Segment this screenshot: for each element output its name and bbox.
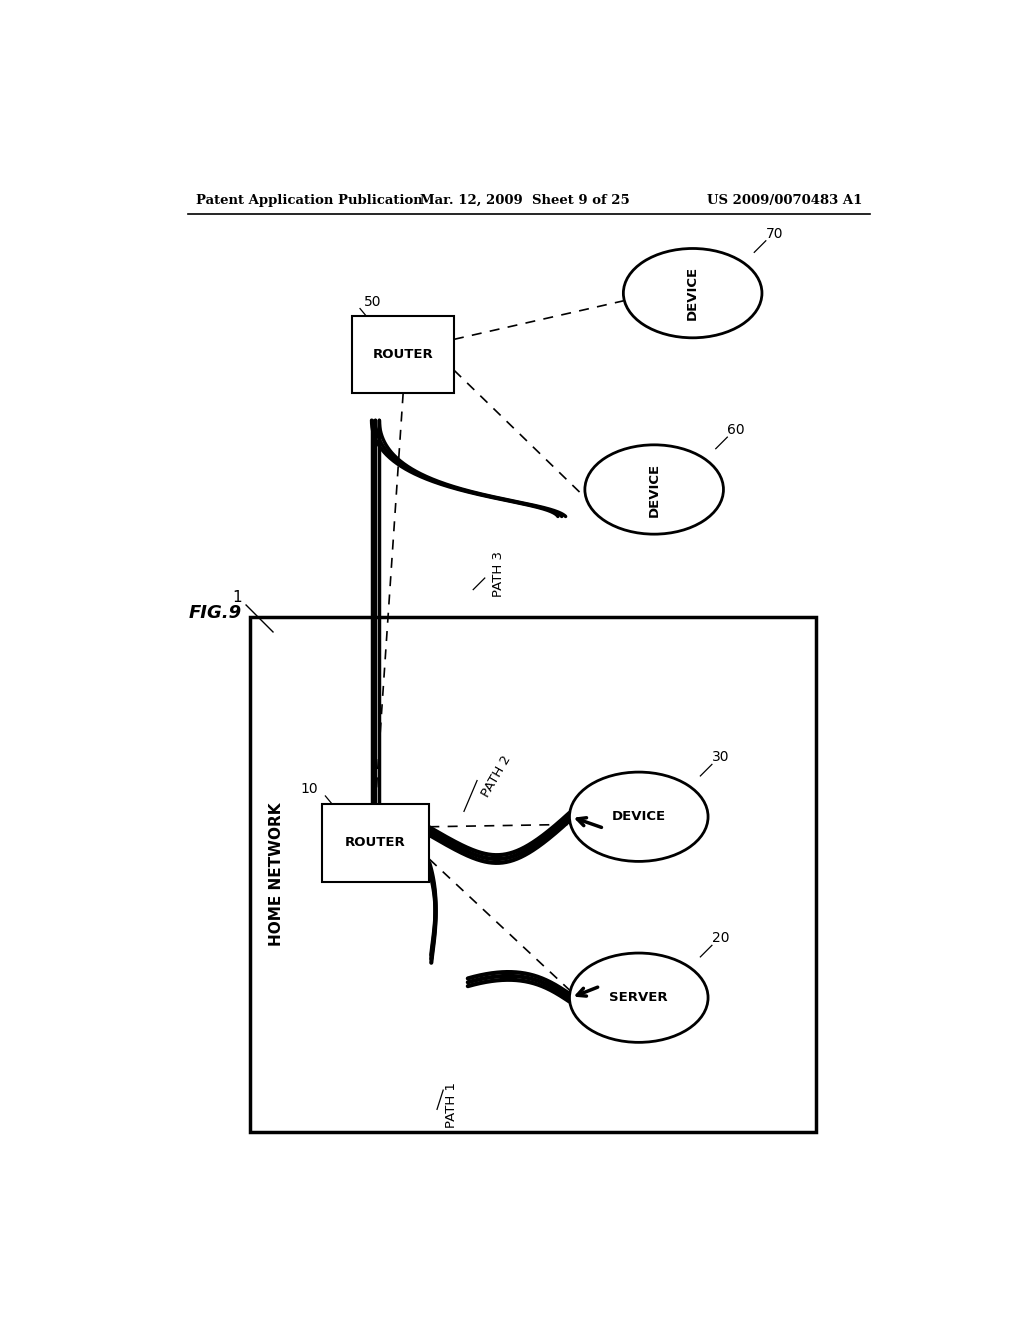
- Bar: [352, 317, 454, 393]
- Bar: [250, 616, 816, 1133]
- Ellipse shape: [569, 772, 708, 862]
- Text: Patent Application Publication: Patent Application Publication: [196, 194, 423, 207]
- Text: PATH 3: PATH 3: [493, 552, 506, 597]
- Text: Mar. 12, 2009  Sheet 9 of 25: Mar. 12, 2009 Sheet 9 of 25: [420, 194, 630, 207]
- Text: 20: 20: [712, 932, 729, 945]
- Text: ROUTER: ROUTER: [373, 348, 433, 362]
- Text: SERVER: SERVER: [609, 991, 668, 1005]
- Text: 50: 50: [364, 294, 381, 309]
- Text: ROUTER: ROUTER: [345, 837, 406, 850]
- Text: DEVICE: DEVICE: [686, 267, 699, 321]
- Ellipse shape: [569, 953, 708, 1043]
- Text: HOME NETWORK: HOME NETWORK: [269, 803, 285, 946]
- Text: 10: 10: [300, 781, 317, 796]
- Ellipse shape: [624, 248, 762, 338]
- Text: DEVICE: DEVICE: [611, 810, 666, 824]
- Text: 1: 1: [232, 590, 243, 605]
- Text: US 2009/0070483 A1: US 2009/0070483 A1: [707, 194, 862, 207]
- Text: 30: 30: [712, 750, 729, 764]
- Text: PATH 2: PATH 2: [479, 754, 514, 800]
- Text: 70: 70: [766, 227, 783, 240]
- Bar: [322, 804, 429, 882]
- Text: 60: 60: [727, 424, 744, 437]
- Ellipse shape: [585, 445, 724, 535]
- Text: PATH 1: PATH 1: [444, 1082, 458, 1129]
- Text: DEVICE: DEVICE: [647, 462, 660, 516]
- Text: FIG.9: FIG.9: [188, 603, 242, 622]
